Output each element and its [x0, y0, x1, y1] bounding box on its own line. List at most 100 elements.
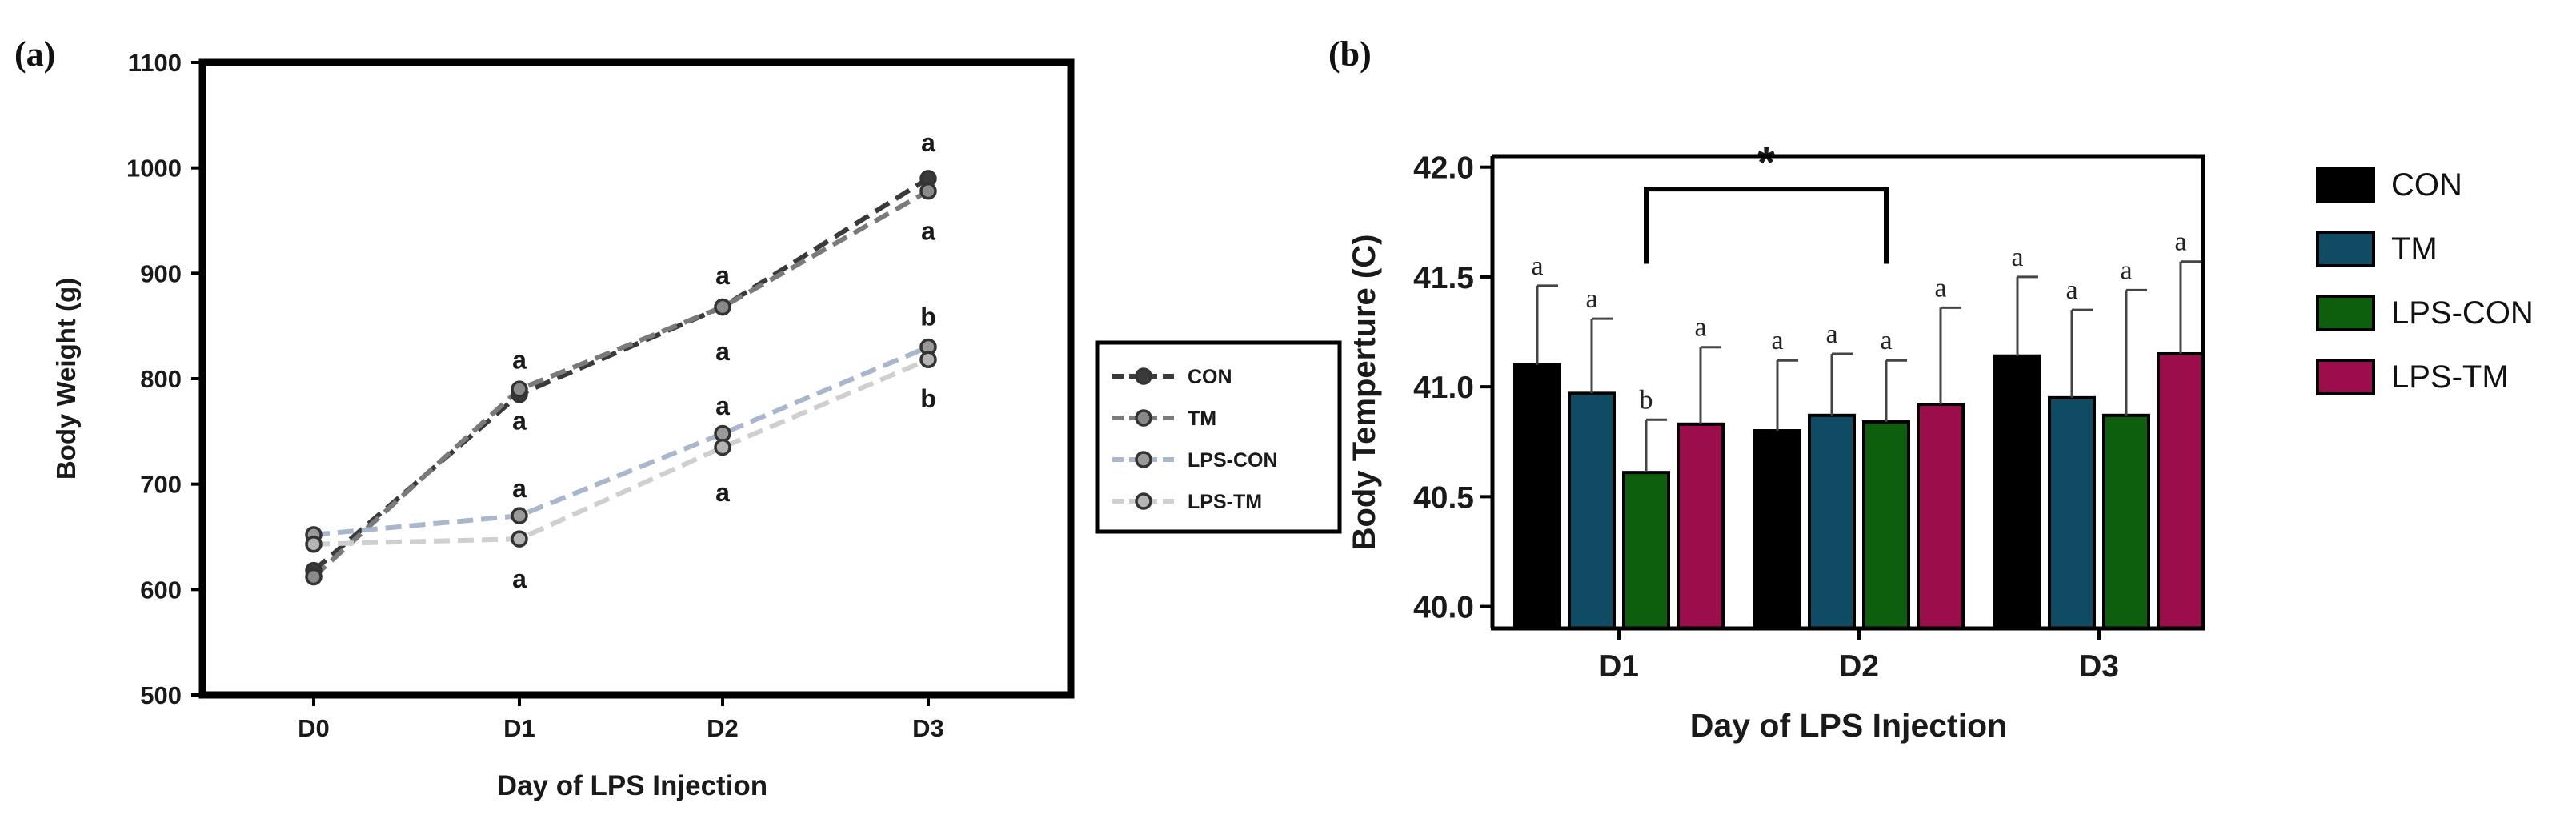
- panel-a-y-tick-label: 900: [140, 259, 182, 287]
- panel-a-x-tick-label: D2: [707, 714, 739, 742]
- panel-b-significance-letter: a: [2174, 227, 2186, 257]
- panel-a-annotation-letter: a: [512, 474, 527, 503]
- panel-b-bar-tm: [1568, 391, 1616, 630]
- panel-a-y-ticks: 500 600 700 800 900 1000 1100: [126, 49, 199, 709]
- panel-a-point-tm: [714, 298, 731, 316]
- panel-b-significance-star: *: [1757, 137, 1775, 187]
- panel-b-x-axis-label: Day of LPS Injection: [1690, 707, 2007, 744]
- panel-a-point-lps-tm: [305, 535, 323, 553]
- panel-a-legend-label: LPS-TM: [1188, 491, 1262, 513]
- panel-a-legend-marker: [1135, 367, 1152, 385]
- panel-b-bar-lps-tm: [2157, 351, 2205, 630]
- panel-b-legend-swatch: [2316, 295, 2375, 331]
- panel-b-significance-letter: b: [1640, 385, 1653, 415]
- panel-a-annotation-letter: a: [921, 128, 935, 157]
- panel-a-line-con: [312, 176, 930, 572]
- panel-a-y-tick-label: 1000: [126, 155, 182, 183]
- panel-b-legend-swatch: [2316, 167, 2375, 203]
- panel-a-y-tick-label: 600: [140, 576, 182, 604]
- panel-a-tag: (a): [14, 34, 55, 74]
- panel-a-x-tick-label: D0: [298, 714, 330, 742]
- panel-a-y-tick-label: 1100: [128, 49, 182, 77]
- panel-b-significance-letter: a: [1531, 251, 1543, 281]
- panel-a-legend-label: LPS-CON: [1188, 449, 1278, 472]
- panel-a-x-axis-label: Day of LPS Injection: [497, 770, 767, 801]
- panel-b-y-tick-label: 40.0: [1413, 591, 1474, 625]
- panel-b-legend-swatch: [2316, 231, 2375, 267]
- panel-b-bar-lps-con: [2102, 413, 2150, 630]
- panel-b-x-tick-label: D2: [1839, 649, 1879, 684]
- panel-a-line-lps-tm: [313, 357, 930, 547]
- panel-b-bar-lps-con: [1622, 471, 1670, 630]
- panel-a-line-tm: [311, 189, 930, 579]
- panel-b-bar-con: [1753, 429, 1801, 630]
- panel-b-x-ticks: D1 D2 D3: [1599, 628, 2119, 684]
- panel-a-annotation-letter: a: [715, 337, 730, 366]
- panel-b-bar-con: [1513, 363, 1561, 630]
- panel-b-bar-lps-con: [1862, 420, 1910, 630]
- panel-b-legend-label: CON: [2391, 167, 2462, 203]
- panel-b-significance-bracket: *: [1644, 137, 1889, 264]
- panel-a-point-lps-tm: [919, 351, 937, 369]
- panel-b-significance-letter: a: [1880, 326, 1892, 355]
- panel-a-x-ticks: D0 D1 D2 D3: [298, 698, 944, 742]
- panel-a-legend-marker: [1135, 492, 1152, 510]
- panel-a-legend: CON TM LPS-CON LPS-TM: [1095, 340, 1342, 534]
- panel-a-annotation-letter: a: [715, 391, 730, 420]
- panel-a-point-lps-tm: [714, 438, 731, 456]
- panel-a-point-lps-con: [511, 507, 528, 524]
- panel-a-annotation-letter: a: [715, 261, 730, 290]
- panel-b-y-ticks: 40.0 40.5 41.0 41.5 42.0: [1413, 151, 1492, 625]
- panel-a-annotation-letter: a: [512, 345, 527, 374]
- panel-b-legend-label: TM: [2391, 231, 2438, 267]
- panel-b-legend-swatch: [2316, 359, 2375, 395]
- panel-a-plot-frame: [198, 58, 1075, 699]
- panel-a-annotation-letter: a: [512, 564, 527, 593]
- panel-b-y-tick-label: 42.0: [1413, 151, 1474, 186]
- panel-b-tag: (b): [1328, 34, 1372, 74]
- panel-b-error-bars: [1536, 260, 2201, 473]
- panel-a-legend-label: TM: [1188, 407, 1216, 430]
- panel-a-legend-marker: [1135, 451, 1152, 468]
- panel-b-bracket-line: [1644, 187, 1889, 264]
- panel-a-legend-marker: [1135, 409, 1152, 427]
- panel-b-legend-label: LPS-CON: [2391, 295, 2534, 331]
- panel-b-bar-lps-tm: [1677, 422, 1725, 631]
- panel-b-y-tick-label: 41.0: [1413, 371, 1474, 405]
- panel-b-significance-letter: a: [1825, 319, 1837, 349]
- panel-b-significance-letter: a: [1585, 284, 1597, 314]
- panel-a-y-tick-label: 500: [140, 681, 182, 709]
- panel-b-bar-lps-tm: [1917, 403, 1965, 630]
- panel-b-x-tick-label: D1: [1599, 649, 1639, 684]
- panel-b-legend-label: LPS-TM: [2391, 359, 2509, 395]
- panel-a-line-lps-con: [313, 344, 930, 537]
- panel-b-significance-letter: a: [2065, 275, 2077, 305]
- panel-b-significance-letter: a: [2120, 255, 2132, 285]
- panel-b-legend: CON TM LPS-CON LPS-TM: [2316, 167, 2534, 395]
- panel-a-annotation-letter: a: [715, 478, 730, 507]
- panel-a-y-tick-label: 800: [140, 365, 182, 393]
- panel-a-x-tick-label: D3: [912, 714, 944, 742]
- panel-b-y-axis-label: Body Temperture (C): [1347, 235, 1382, 551]
- panel-b-significance-letter: a: [2011, 243, 2023, 272]
- panel-a-series-lines: [311, 176, 930, 579]
- panel-b-x-tick-label: D3: [2079, 649, 2119, 684]
- panel-b-y-tick-label: 41.5: [1413, 261, 1474, 295]
- panel-b-y-tick-label: 40.5: [1413, 480, 1474, 515]
- panel-a-legend-entries: CON TM LPS-CON LPS-TM: [1112, 366, 1278, 513]
- panel-b-bar-tm: [1808, 413, 1856, 630]
- panel-b-bar-con: [1993, 354, 2041, 630]
- panel-a-annotation-letter: a: [512, 407, 527, 436]
- panel-b-significance-letter: a: [1934, 273, 1946, 303]
- panel-b-bar-tm: [2048, 395, 2096, 630]
- panel-a-annotation-letter: b: [920, 302, 936, 331]
- panel-a-legend-label: CON: [1188, 366, 1232, 388]
- panel-b-significance-letters: a a a a a a b a a a a a: [1531, 227, 2186, 416]
- panel-a-annotation-letter: a: [921, 217, 935, 246]
- panel-a-x-tick-label: D1: [503, 714, 535, 742]
- panel-b-significance-letter: a: [1694, 313, 1706, 343]
